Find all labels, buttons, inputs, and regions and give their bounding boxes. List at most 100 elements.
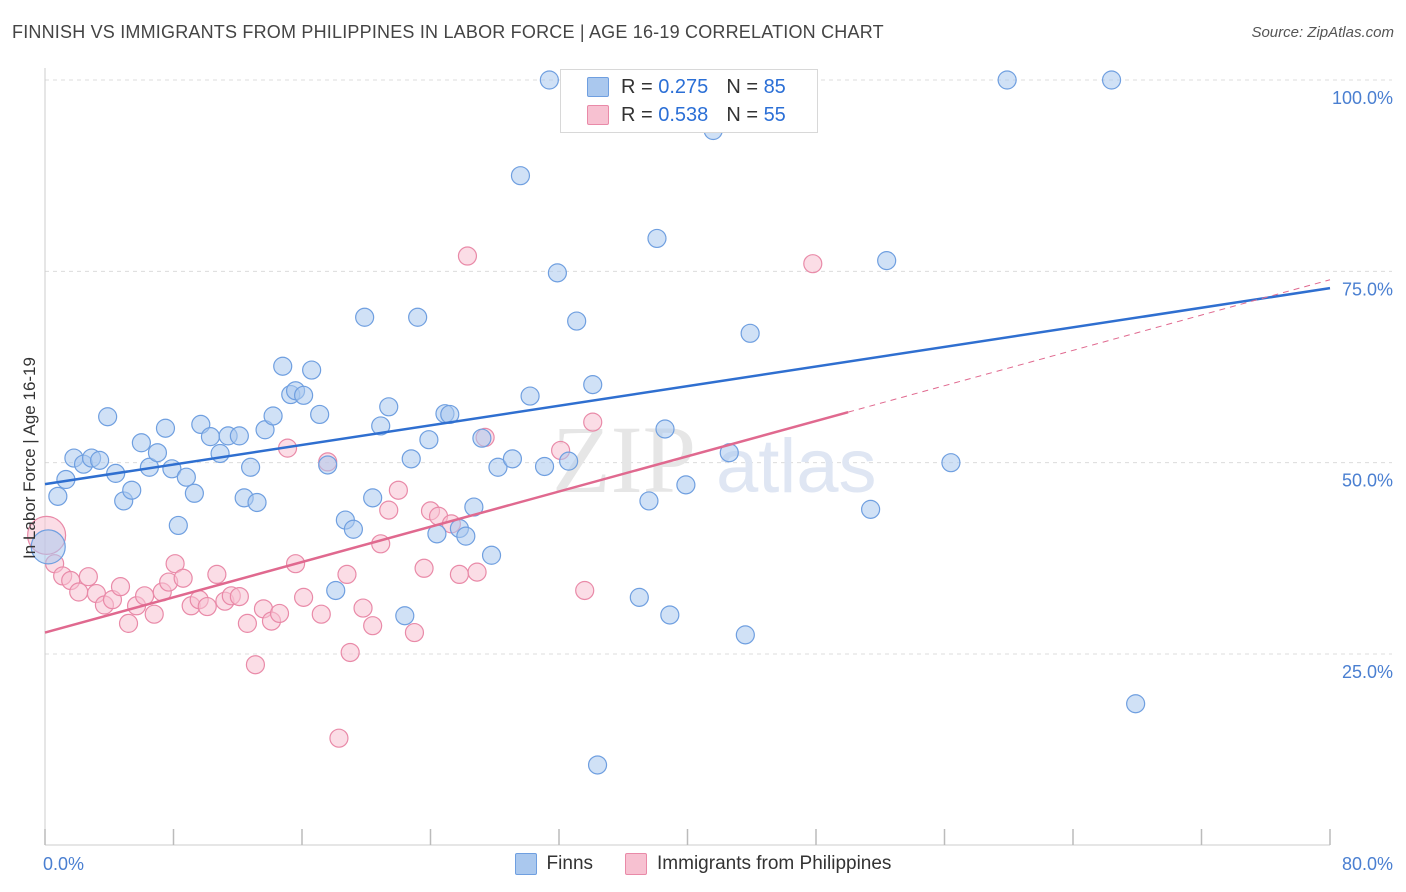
tick-labels: 25.0% 50.0% 75.0% 100.0% 0.0% 80.0% bbox=[43, 88, 1393, 874]
finns-legend-swatch bbox=[514, 853, 537, 875]
series-legend: Finns Immigrants from Philippines bbox=[0, 853, 1406, 875]
n-value: 55 bbox=[763, 103, 786, 126]
immigrant-point bbox=[388, 480, 408, 500]
finn-point bbox=[472, 428, 492, 448]
immigrant-point bbox=[311, 604, 331, 624]
finn-point bbox=[419, 430, 439, 450]
finn-point bbox=[343, 519, 363, 539]
immigrant-point bbox=[404, 622, 425, 643]
finn-point bbox=[176, 467, 196, 487]
immigrant-point bbox=[337, 564, 357, 585]
immigrants-trend-line bbox=[44, 410, 849, 634]
legend-label-finns: Finns bbox=[546, 853, 594, 874]
x-tick-label-80: 80.0% bbox=[1342, 854, 1393, 874]
immigrant-point bbox=[78, 567, 98, 587]
immigrant-point bbox=[414, 558, 434, 578]
immigrant-point bbox=[144, 604, 164, 624]
immigrant-point bbox=[134, 586, 155, 606]
finn-point bbox=[655, 419, 675, 439]
immigrant-point bbox=[269, 603, 290, 624]
finn-point bbox=[735, 625, 755, 645]
immigrant-point bbox=[173, 568, 193, 588]
finn-point bbox=[131, 433, 151, 453]
chart-source: Source: ZipAtlas.com bbox=[1251, 24, 1394, 41]
immigrant-point bbox=[575, 580, 595, 601]
x-tick-label-0: 0.0% bbox=[43, 854, 84, 874]
finn-point bbox=[997, 70, 1017, 90]
r-label: R = bbox=[621, 103, 653, 126]
finn-point bbox=[629, 587, 649, 607]
finn-point bbox=[1126, 694, 1146, 714]
trend-lines bbox=[44, 279, 1331, 634]
watermark-atlas: atlas bbox=[716, 424, 877, 509]
y-tick-label-50: 50.0% bbox=[1342, 471, 1393, 491]
finn-point bbox=[456, 526, 476, 546]
immigrant-point bbox=[245, 655, 266, 675]
finn-point bbox=[90, 450, 110, 470]
finn-point bbox=[371, 416, 391, 436]
finn-point bbox=[310, 404, 330, 425]
finn-point bbox=[676, 475, 696, 495]
immigrant-point bbox=[467, 562, 487, 582]
immigrant-point bbox=[197, 596, 217, 617]
finn-point bbox=[660, 605, 680, 625]
chart-title: FINNISH VS IMMIGRANTS FROM PHILIPPINES I… bbox=[12, 22, 884, 42]
immigrant-point bbox=[329, 728, 349, 748]
finn-point bbox=[408, 307, 428, 327]
finns-trend-line bbox=[44, 286, 1331, 486]
immigrants-legend-swatch bbox=[625, 853, 648, 875]
finn-point bbox=[155, 418, 176, 438]
finn-point bbox=[326, 580, 346, 601]
axes bbox=[44, 68, 1331, 846]
finn-point bbox=[210, 443, 230, 464]
legend-row-finns: R = 0.275 N = 85 bbox=[587, 74, 786, 100]
finn-point bbox=[379, 397, 399, 417]
immigrants-swatch bbox=[587, 105, 609, 125]
finn-point bbox=[363, 488, 383, 508]
immigrant-point bbox=[353, 598, 373, 618]
immigrant-point bbox=[340, 642, 360, 663]
finn-point bbox=[587, 755, 608, 775]
immigrant-point bbox=[118, 613, 139, 633]
immigrant-point bbox=[803, 254, 823, 274]
immigrant-point bbox=[110, 577, 131, 597]
finn-point bbox=[355, 307, 375, 327]
finn-point bbox=[48, 486, 68, 506]
finn-point bbox=[481, 545, 502, 565]
immigrant-point bbox=[363, 616, 383, 636]
immigrant-point bbox=[207, 564, 227, 585]
r-label: R = bbox=[621, 75, 653, 98]
finn-point bbox=[647, 228, 667, 249]
n-label: N = bbox=[726, 75, 758, 98]
finn-point bbox=[567, 311, 587, 331]
finn-point bbox=[740, 323, 760, 343]
finn-point bbox=[294, 385, 314, 405]
immigrant-point bbox=[457, 246, 478, 266]
finn-point bbox=[401, 449, 421, 469]
immigrant-point bbox=[449, 564, 470, 585]
finn-point bbox=[263, 406, 283, 426]
finn-point bbox=[200, 427, 221, 447]
legend-row-immigrants: R = 0.538 N = 55 bbox=[587, 102, 786, 128]
finn-point bbox=[547, 263, 567, 283]
finn-point bbox=[122, 480, 142, 500]
immigrant-point bbox=[294, 587, 314, 607]
finn-point bbox=[559, 451, 579, 471]
n-label: N = bbox=[726, 103, 758, 126]
finn-point bbox=[583, 375, 603, 395]
finn-point bbox=[241, 457, 261, 477]
finn-point bbox=[302, 360, 322, 380]
finn-point bbox=[273, 356, 293, 376]
finn-point bbox=[147, 443, 168, 463]
finn-point bbox=[318, 455, 338, 475]
correlation-legend: R = 0.275 N = 85 R = 0.538 N = 55 bbox=[560, 69, 818, 133]
finn-point bbox=[247, 492, 267, 513]
legend-label-immigrants: Immigrants from Philippines bbox=[657, 853, 892, 874]
immigrant-point bbox=[583, 412, 603, 432]
finn-point bbox=[502, 449, 523, 469]
immigrant-point bbox=[237, 613, 257, 633]
y-tick-label-100: 100.0% bbox=[1332, 88, 1393, 108]
grid-lines bbox=[45, 79, 1392, 655]
finns-swatch bbox=[587, 77, 609, 97]
